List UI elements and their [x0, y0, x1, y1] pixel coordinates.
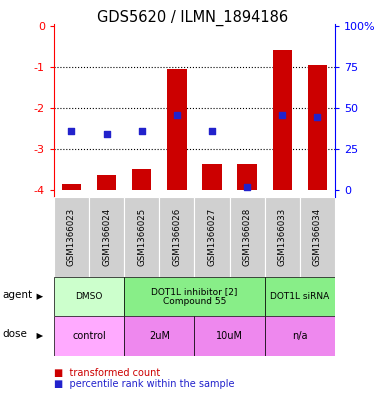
Bar: [159, 196, 194, 277]
Bar: [132, 169, 151, 190]
Text: GSM1366024: GSM1366024: [102, 208, 111, 266]
Point: [314, 114, 320, 120]
Bar: [194, 316, 265, 356]
Text: n/a: n/a: [292, 331, 308, 341]
Bar: [124, 316, 194, 356]
Bar: [89, 196, 124, 277]
Text: agent: agent: [2, 290, 32, 300]
Text: DOT1L siRNA: DOT1L siRNA: [270, 292, 330, 301]
Bar: [265, 316, 335, 356]
Bar: [54, 196, 89, 277]
Text: 10uM: 10uM: [216, 331, 243, 341]
Text: GSM1366026: GSM1366026: [172, 208, 181, 266]
Bar: [54, 316, 124, 356]
Text: ■  transformed count: ■ transformed count: [54, 367, 160, 378]
Point: [104, 130, 110, 137]
Text: ■  percentile rank within the sample: ■ percentile rank within the sample: [54, 379, 234, 389]
Bar: [229, 196, 265, 277]
Text: 2uM: 2uM: [149, 331, 170, 341]
Text: GSM1366028: GSM1366028: [243, 208, 252, 266]
Text: GDS5620 / ILMN_1894186: GDS5620 / ILMN_1894186: [97, 10, 288, 26]
Text: control: control: [72, 331, 106, 341]
Bar: [273, 50, 292, 190]
Polygon shape: [37, 333, 43, 339]
Text: GSM1366025: GSM1366025: [137, 208, 146, 266]
Bar: [124, 277, 265, 316]
Bar: [308, 65, 327, 190]
Bar: [62, 184, 81, 190]
Bar: [203, 163, 222, 190]
Bar: [300, 196, 335, 277]
Bar: [265, 196, 300, 277]
Text: DMSO: DMSO: [75, 292, 103, 301]
Point: [69, 127, 75, 134]
Point: [279, 112, 285, 119]
Text: GSM1366023: GSM1366023: [67, 208, 76, 266]
Text: GSM1366027: GSM1366027: [208, 208, 216, 266]
Point: [174, 112, 180, 119]
Text: DOT1L inhibitor [2]
Compound 55: DOT1L inhibitor [2] Compound 55: [151, 287, 238, 307]
Bar: [238, 163, 257, 190]
Polygon shape: [37, 294, 43, 300]
Point: [244, 184, 250, 190]
Text: GSM1366033: GSM1366033: [278, 208, 287, 266]
Bar: [54, 277, 124, 316]
Point: [139, 128, 145, 134]
Bar: [167, 69, 186, 190]
Bar: [124, 196, 159, 277]
Bar: [265, 277, 335, 316]
Point: [209, 127, 215, 134]
Bar: [194, 196, 229, 277]
Text: dose: dose: [2, 329, 27, 339]
Bar: [97, 174, 116, 190]
Text: GSM1366034: GSM1366034: [313, 208, 322, 266]
